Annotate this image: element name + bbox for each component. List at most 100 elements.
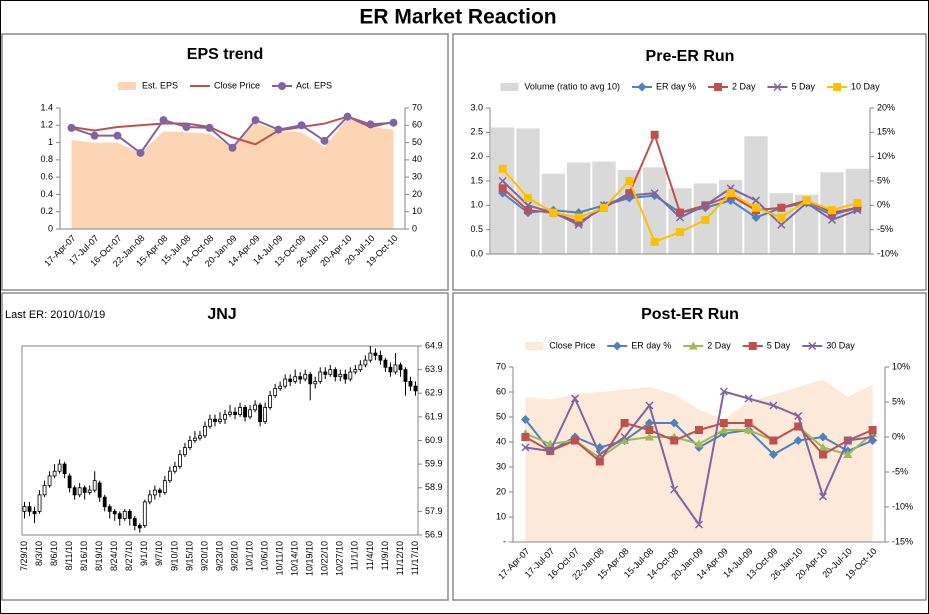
x-tick-label: 8/3/10 [34,541,44,566]
x-tick-label: 10/6/10 [259,541,269,571]
candle-body [323,371,328,375]
candle-body [47,475,52,486]
y-tick-label: 60.9 [425,435,443,445]
marker [520,415,530,424]
legend-label: Close Price [214,80,260,90]
y-tick-label: 5% [877,175,890,185]
candle-body [333,369,338,378]
candle-body [343,373,348,380]
y-tick-label: 3.0 [470,102,483,112]
candle-body [358,364,363,371]
marker [549,208,558,217]
candle-body [273,388,278,397]
y-tick-label: 60 [496,386,506,396]
legend-label: Est. EPS [142,80,178,90]
candle-body [57,463,62,472]
candle-body [413,385,418,392]
y-tick-label: -10% [877,248,898,258]
legend: Est. EPS Close Price Act. EPS [117,80,332,90]
chart-title: Pre-ER Run [646,48,735,65]
candle-body [283,378,288,387]
y-tick-label: 0.5 [470,224,483,234]
x-tick-label: 8/27/10 [124,541,134,571]
candle-body [353,369,358,373]
y-tick-label: 64.9 [425,340,443,350]
candle-body [243,407,247,418]
legend-swatch [525,342,544,350]
y-tick-label: 58.9 [425,482,443,492]
legend-swatch [500,83,519,91]
line [71,115,394,146]
marker [853,198,862,207]
legend-marker [773,82,782,92]
marker [595,457,604,466]
marker [769,401,778,410]
marker [744,419,753,427]
x-tick-label: 9/23/10 [214,541,224,571]
y-tick-label: 20 [412,189,422,199]
marker [67,123,76,132]
marker [574,220,583,229]
candle-body [32,510,37,515]
candle-body [398,364,403,371]
candle-body [253,404,257,411]
candle-body [67,475,72,489]
marker [751,196,761,205]
candle-body [403,369,408,382]
bar [516,128,540,254]
y-tick-label: 0.0 [470,248,483,258]
chart-title: JNJ [207,306,236,323]
marker [498,164,507,173]
y-tick-label: 0% [892,431,905,441]
candle-body [22,506,27,512]
y-tick-label: 15% [877,127,895,137]
marker [670,485,679,494]
marker [843,450,853,458]
marker [620,432,629,442]
marker [827,215,837,224]
x-tick-label: 10/27/10 [335,541,345,576]
candle-body [122,510,127,519]
x-tick-label: 8/16/10 [79,541,89,571]
legend-label: 5 Day [767,340,791,350]
candle-body [293,376,298,382]
y-tick-label: -10% [892,501,913,511]
bar [795,194,819,254]
marker [182,123,191,132]
marker [828,206,836,215]
y-tick-label: 63.9 [425,364,443,374]
marker [498,184,507,193]
marker [620,436,630,444]
chart-title: EPS trend [187,46,263,63]
candle-body [213,418,217,422]
y-tick-label: 40 [412,154,422,164]
legend-marker [808,341,817,351]
x-tick-label: 11/9/10 [380,541,390,570]
candle-body [233,411,237,415]
candle-body [248,409,252,418]
candle-body [308,373,313,385]
page-title: ER Market Reaction [359,6,556,29]
candle-body [42,484,47,496]
y-tick-label: 0.8 [40,154,53,164]
x-tick-label: 9/15/10 [184,541,194,571]
legend-label: 5 Day [792,81,816,91]
marker [524,194,532,203]
marker [570,394,580,403]
y-tick-label: 30 [496,461,506,471]
y-tick-label: 56.9 [425,529,443,539]
y-tick-label: 62.9 [425,388,443,398]
annotation: Last ER: 2010/10/19 [5,309,105,321]
marker [620,419,629,427]
marker [719,425,729,434]
x-tick-label: 9/28/10 [229,541,239,571]
panel [1,292,449,601]
candle-body [82,487,87,493]
candle-body [62,463,67,474]
candle-body [97,482,102,498]
y-tick-label: 0% [877,200,890,210]
marker [868,432,877,442]
marker [595,450,604,459]
candle-body [238,407,242,415]
candle-body [378,355,383,361]
